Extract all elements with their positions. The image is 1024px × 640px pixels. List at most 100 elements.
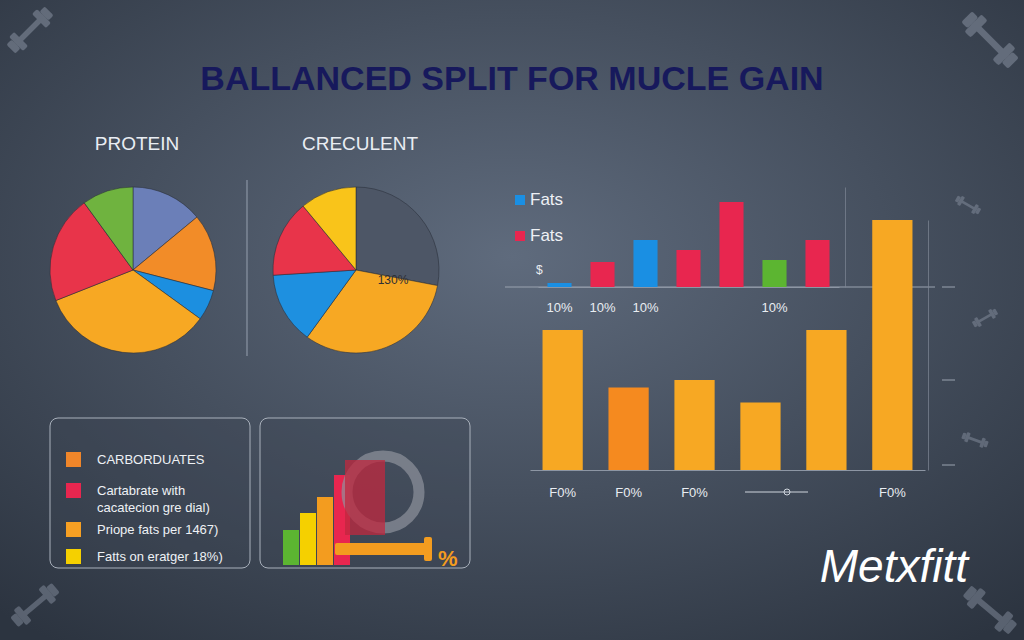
- bar: [872, 220, 912, 470]
- bar: [805, 240, 829, 287]
- dumbbell-plate: [10, 613, 24, 627]
- dumbbell-icon: [961, 431, 990, 450]
- y-axis: [928, 221, 929, 471]
- dumbbell-icon: [971, 307, 999, 329]
- chart-annotation: $: [536, 263, 543, 277]
- legend-panel-label: cacatecion gre dial): [97, 500, 210, 515]
- dumbbell-plate: [1002, 619, 1017, 635]
- legend-panel-item: Fatts on eratger 18%): [66, 549, 223, 564]
- pie-slice: [303, 187, 356, 270]
- brand: Metxfitt: [820, 540, 970, 592]
- y-axis: [845, 188, 846, 288]
- x-tick: F0%: [879, 485, 906, 500]
- dumbbell-icon: [4, 4, 56, 56]
- legend-panel-item: CARBORDUATES: [66, 452, 205, 467]
- dumbbell-plate: [992, 309, 998, 316]
- bar: [719, 202, 743, 287]
- dumbbell-plate: [1002, 52, 1019, 69]
- pie-slice: [356, 187, 439, 286]
- dumbbell-icon: [8, 580, 62, 630]
- x-tick: 10%: [632, 300, 658, 315]
- dumbbell-plate: [972, 320, 978, 327]
- legend-panel-swatch: [66, 522, 81, 537]
- y-axis-line: [845, 188, 846, 288]
- x-tick-label: 10%: [761, 300, 787, 315]
- bar: [806, 330, 846, 470]
- bar: [740, 403, 780, 471]
- icon-bar: [317, 497, 333, 565]
- x-tick-label: F0%: [615, 485, 642, 500]
- x-axis: 10% 10% 10% 10%: [539, 288, 840, 316]
- pie-slice: [84, 187, 133, 270]
- legend-entry: Fats: [515, 226, 563, 245]
- pie-title: PROTEIN: [95, 133, 179, 154]
- x-tick-label: 10%: [589, 300, 615, 315]
- icon-dumbbell-bar: [335, 543, 430, 555]
- dumbbell-plate: [955, 196, 961, 203]
- icon-bar: [300, 513, 316, 565]
- side-tick-decor: [942, 465, 955, 466]
- icon-dumbbell-plate: [424, 537, 432, 561]
- icon-gauge-fill: [345, 460, 385, 535]
- icon-graphic: [283, 456, 432, 565]
- legend-panel-label: Cartabrate with: [97, 483, 185, 498]
- x-axis-line: [531, 470, 926, 471]
- x-tick: F0%: [549, 485, 576, 500]
- pie-chart: [273, 187, 439, 353]
- legend-entry: Fats: [515, 190, 563, 209]
- legend-swatch: [515, 231, 525, 241]
- axis-decor-dot: [784, 489, 790, 495]
- legend-panel: [50, 418, 250, 568]
- legend-panel-swatch: [66, 452, 81, 467]
- dumbbell-icon: [960, 582, 1020, 637]
- dumbbell-plate: [6, 40, 20, 54]
- legend-label: Fats: [530, 190, 563, 209]
- pie-slice: [273, 270, 356, 337]
- x-tick-label: F0%: [879, 485, 906, 500]
- x-tick-label: F0%: [681, 485, 708, 500]
- main-title: BALLANCED SPLIT FOR MUCLE GAIN: [200, 59, 823, 97]
- x-tick-label: 10%: [632, 300, 658, 315]
- legend-label: Fats: [530, 226, 563, 245]
- legend-panel-item: Cartabrate with cacatecion gre dial): [66, 483, 210, 515]
- pie-title: CRECULENT: [302, 133, 419, 154]
- dumbbell-plate: [46, 583, 60, 597]
- bar: [543, 330, 583, 470]
- background: [0, 0, 1024, 640]
- dumbbell-plate: [961, 11, 978, 28]
- bar: [608, 388, 648, 471]
- dumbbell-plate: [40, 6, 54, 20]
- bar: [590, 262, 614, 287]
- dumbbell-plate: [961, 432, 967, 439]
- x-tick: 10%: [761, 300, 787, 315]
- x-tick: 10%: [589, 300, 615, 315]
- legend-panel-label: Fatts on eratger 18%): [97, 549, 223, 564]
- bar: [762, 260, 786, 287]
- y-axis-line: [928, 221, 929, 471]
- dumbbell-plate: [983, 440, 989, 447]
- bar: [547, 283, 571, 287]
- dumbbell-icon: [958, 8, 1022, 72]
- legend-panel-swatch: [66, 483, 81, 498]
- side-tick-decor: [942, 380, 955, 381]
- dumbbell-plate: [975, 207, 981, 214]
- legend-swatch: [515, 195, 525, 205]
- legend-panel-label: Priope fats per 1467): [97, 522, 218, 537]
- divider: [246, 180, 247, 356]
- bar: [674, 380, 714, 470]
- x-tick: F0%: [615, 485, 642, 500]
- icon-label: %: [438, 546, 458, 571]
- x-axis: F0% F0% F0% F0%: [531, 471, 926, 501]
- infographic: BALLANCED SPLIT FOR MUCLE GAIN PROTEIN CRE…: [0, 0, 1024, 640]
- side-tick-decor: [942, 287, 955, 288]
- x-axis-line: [539, 287, 840, 288]
- plot-area: [543, 220, 913, 470]
- legend-panel-swatch: [66, 549, 81, 564]
- x-tick-label: 10%: [546, 300, 572, 315]
- axis-decor: [745, 492, 808, 493]
- x-tick-label: F0%: [549, 485, 576, 500]
- legend-panel-label: CARBORDUATES: [97, 452, 205, 467]
- icon-bar: [283, 530, 299, 565]
- x-tick: F0%: [681, 485, 708, 500]
- plot-area: [547, 202, 829, 287]
